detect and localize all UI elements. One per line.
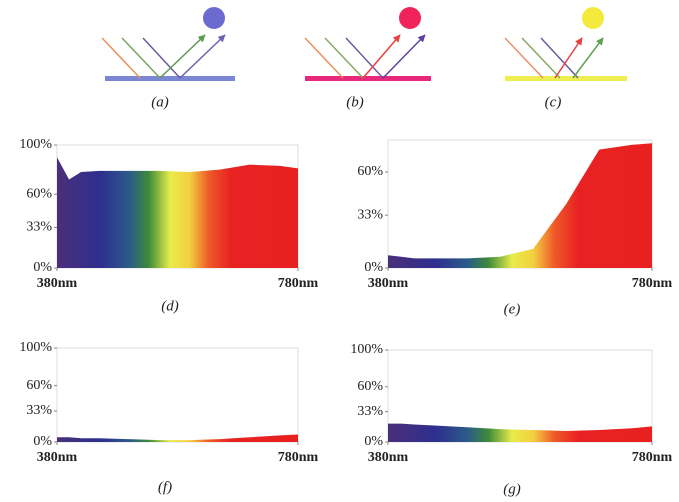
y-tick-label: 60% xyxy=(26,186,52,201)
y-tick-label: 100% xyxy=(350,342,383,357)
y-tick-label: 100% xyxy=(19,340,52,355)
y-tick-label: 33% xyxy=(26,220,52,235)
x-tick-label: 380nm xyxy=(37,276,78,291)
figure: (a) (b) (c) 100%60%33%0%380nm780nm(d)60%… xyxy=(0,0,679,502)
x-tick-label: 380nm xyxy=(37,450,78,465)
x-tick-label: 780nm xyxy=(278,450,319,465)
caption: (g) xyxy=(503,481,521,497)
area xyxy=(57,157,298,268)
y-tick-label: 0% xyxy=(33,260,52,275)
y-tick-label: 60% xyxy=(357,164,383,179)
caption: (a) xyxy=(151,94,169,110)
diagram-c xyxy=(505,7,627,81)
caption: (c) xyxy=(545,94,562,110)
caption: (e) xyxy=(504,301,521,317)
x-tick-label: 780nm xyxy=(632,450,673,465)
area xyxy=(57,434,298,442)
x-tick-label: 780nm xyxy=(632,276,673,291)
plot-frame xyxy=(57,348,298,442)
diagram-a xyxy=(102,7,235,81)
y-tick-label: 60% xyxy=(357,379,383,394)
diagram-b xyxy=(305,7,431,81)
y-tick-label: 33% xyxy=(357,404,383,419)
y-tick-label: 0% xyxy=(364,260,383,275)
caption: (d) xyxy=(161,298,179,314)
caption: (f) xyxy=(158,479,172,495)
x-tick-label: 380nm xyxy=(368,276,409,291)
y-tick-label: 33% xyxy=(26,403,52,418)
x-tick-label: 380nm xyxy=(368,450,409,465)
y-tick-label: 0% xyxy=(33,434,52,449)
x-tick-label: 780nm xyxy=(278,276,319,291)
area xyxy=(388,143,652,268)
y-tick-label: 0% xyxy=(364,434,383,449)
y-tick-label: 33% xyxy=(357,207,383,222)
caption: (b) xyxy=(346,94,364,110)
y-tick-label: 60% xyxy=(26,378,52,393)
area xyxy=(388,424,652,442)
y-tick-label: 100% xyxy=(19,137,52,152)
